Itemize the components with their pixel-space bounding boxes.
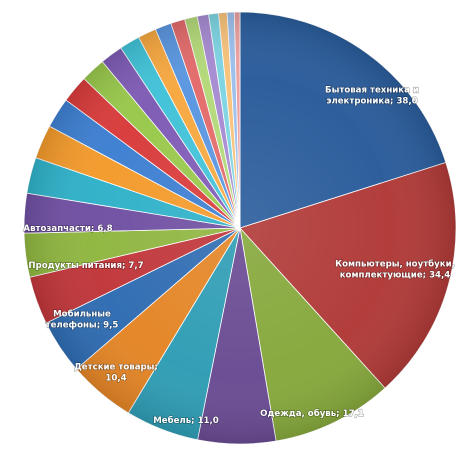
slice-label-line: Бытовая техника и: [325, 86, 419, 96]
slice-label-5: Детские товары; 10,4: [74, 363, 158, 384]
slice-label-6: Мобильные телефоны; 9,5: [46, 309, 119, 331]
slice-label-line: Автозапчасти; 6,8: [23, 224, 112, 234]
slice-label-line: комплектующие; 34,4: [340, 271, 451, 281]
slice-label-line: Одежда, обувь; 17,1: [260, 408, 364, 419]
slice-label-line: Компьютеры, ноутбуки,: [335, 259, 455, 270]
slice-label-line: Мобильные: [53, 309, 111, 320]
slice-label-8: Автозапчасти; 6,8: [23, 224, 112, 234]
slice-label-line: телефоны; 9,5: [46, 321, 119, 331]
slice-label-line: 10,4: [105, 374, 126, 384]
slice-label-line: Продукты питания; 7,7: [28, 261, 143, 271]
slice-label-1: Бытовая техника и электроника; 38,0: [325, 86, 419, 107]
slice-label-4: Мебель; 11,0: [153, 415, 219, 426]
slice-label-3: Одежда, обувь; 17,1: [260, 408, 364, 419]
slice-label-line: электроника; 38,0: [326, 97, 417, 107]
slice-label-line: Детские товары;: [74, 363, 158, 373]
pie-labels: Бытовая техника и электроника; 38,0 Компью…: [23, 85, 456, 427]
slice-label-2: Компьютеры, ноутбуки, комплектующие; 34,4: [335, 259, 455, 281]
slice-label-7: Продукты питания; 7,7: [28, 261, 143, 271]
slice-label-line: Мебель; 11,0: [153, 415, 219, 426]
